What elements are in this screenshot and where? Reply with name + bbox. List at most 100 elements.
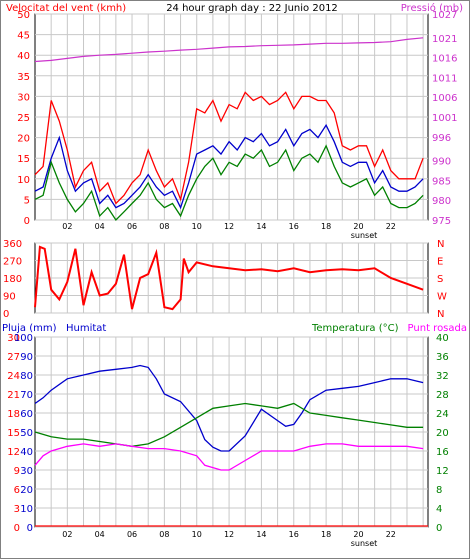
time-tick-label: 08 [159,530,169,539]
temperature-tick-label: 32 [436,371,449,382]
dewpoint-axis-title: Punt rosada [408,323,467,334]
wind-tick-label: 20 [17,134,30,145]
direction-series-line [34,245,424,311]
wind-speed-axis: 0 5 10 15 20 25 30 35 40 45 50 [17,10,30,227]
humidity-axis-title: Humitat [66,323,106,334]
humidity-tick-label: 30 [20,466,33,477]
time-tick-label: 22 [386,530,396,539]
rain-tick-label: 21 [7,390,20,401]
time-tick-label: 06 [127,530,137,539]
temperature-tick-label: 28 [436,390,449,401]
humidity-tick-label: 90 [20,352,33,363]
time-tick-label: 12 [224,530,234,539]
wind-tick-label: 15 [17,154,30,165]
temperature-series-line [34,402,424,447]
temperature-axis: 0 4 8 12 16 20 24 28 32 36 40 [436,333,449,534]
time-tick-label: 08 [159,222,169,231]
time-tick-label: 06 [127,222,137,231]
pressure-tick-label: 996 [432,133,451,144]
wind-series-line [34,144,424,222]
dewpoint-series-line [34,443,424,471]
time-tick-label: 02 [62,530,72,539]
wind-axis-title: Velocitat del vent (kmh) [6,3,126,14]
temperature-axis-title: Temperatura (°C) [311,323,399,334]
pressure-axis-title: Pressió (mb) [401,2,463,14]
rain-tick-label: 9 [14,466,20,477]
pressure-tick-label: 1001 [432,113,457,124]
sunset-marker-label: sunset [351,231,378,240]
wind-tick-label: 0 [24,216,30,227]
wind-tick-label: 25 [17,113,30,124]
compass-tick-label: W [437,292,447,303]
time-tick-label: 18 [321,530,331,539]
direction-degree-tick: 90 [3,292,16,303]
wind-time-axis: 02 04 06 08 10 12 14 16 18 20 22 [62,222,396,231]
pressure-series-line [34,37,424,63]
humidity-panel-grid [35,336,428,528]
humidity-tick-label: 0 [27,523,33,534]
rain-tick-label: 0 [14,523,20,534]
time-tick-label: 10 [192,530,202,539]
humidity-tick-label: 10 [20,504,33,515]
time-tick-label: 12 [224,222,234,231]
time-tick-label: 04 [95,222,105,231]
rain-tick-label: 24 [7,371,20,382]
wind-pressure-panel: 0 5 10 15 20 25 30 35 40 45 50 975 980 985 990 996 1001… [6,2,463,240]
temperature-tick-label: 12 [436,466,449,477]
temperature-tick-label: 16 [436,447,449,458]
time-tick-label: 22 [386,222,396,231]
pressure-tick-label: 1011 [432,73,457,84]
time-tick-label: 16 [289,530,299,539]
compass-tick-label: S [437,274,443,285]
humidity-series-line [34,364,424,452]
rain-tick-label: 15 [7,428,20,439]
pressure-tick-label: 990 [432,157,451,168]
direction-degree-tick: 180 [3,274,22,285]
time-tick-label: 18 [321,222,331,231]
wind-tick-label: 35 [17,72,30,83]
time-tick-label: 20 [353,222,363,231]
humidity-tick-label: 40 [20,447,33,458]
humidity-time-axis: 02 04 06 08 10 12 14 16 18 20 22 [62,530,396,539]
rain-tick-label: 6 [14,485,20,496]
compass-tick-label: N [437,239,444,250]
rain-tick-label: 27 [7,352,20,363]
time-tick-label: 16 [289,222,299,231]
time-tick-label: 04 [95,530,105,539]
direction-panel-series [34,245,424,311]
pressure-tick-label: 980 [432,196,451,207]
direction-degree-axis: 0 90 180 270 360 [3,239,22,320]
time-tick-label: 02 [62,222,72,231]
time-tick-label: 14 [256,530,266,539]
page-title: 24 hour graph day : 22 Junio 2012 [166,3,338,14]
pressure-axis: 975 980 985 990 996 1001 1006 1011 1016 1021 1027 [432,10,457,227]
humidity-tick-label: 70 [20,390,33,401]
compass-tick-label: N [437,309,444,320]
gust-series-line [34,91,424,205]
pressure-tick-label: 1021 [432,34,457,45]
humidity-tick-label: 80 [20,371,33,382]
humidity-tick-label: 20 [20,485,33,496]
humidity-tick-label: 100 [14,333,33,344]
pressure-tick-label: 1016 [432,54,457,65]
rain-tick-label: 30 [7,333,20,344]
rain-axis-title: Pluja (mm) [2,323,57,334]
humidity-tick-label: 60 [20,409,33,420]
pressure-tick-label: 1027 [432,10,457,21]
direction-degree-tick: 360 [3,239,22,250]
humidity-panel-series [34,364,428,527]
pressure-tick-label: 1006 [432,93,457,104]
avg_wind-series-line [34,123,424,210]
direction-degree-tick: 270 [3,257,22,268]
humidity-tick-label: 50 [20,428,33,439]
pressure-tick-label: 975 [432,216,451,227]
wind-tick-label: 40 [17,51,30,62]
rain-tick-label: 12 [7,447,20,458]
time-tick-label: 14 [256,222,266,231]
